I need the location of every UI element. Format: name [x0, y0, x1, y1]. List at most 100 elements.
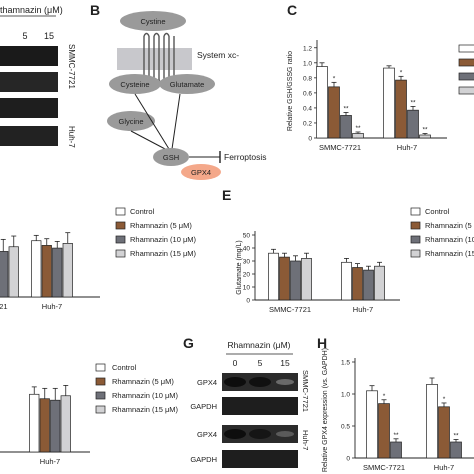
bar	[8, 246, 19, 298]
node-gpx4	[181, 164, 221, 180]
legend-c-swatch-5	[458, 58, 474, 67]
legend-d-label-15: Rhamnazin (15 μM)	[130, 249, 197, 258]
y-tick-label: 1.5	[341, 360, 350, 367]
bar	[407, 109, 419, 139]
bar	[328, 86, 340, 139]
node-cystine	[120, 11, 186, 31]
y-axis-label: Relative GSH/GSSG ratio	[287, 51, 294, 131]
bar	[374, 265, 385, 301]
significance-mark: **	[343, 105, 349, 112]
category-label: Huh-7	[397, 143, 417, 152]
blot-g-band	[249, 377, 271, 387]
node-gpx4-label: GPX4	[191, 168, 211, 177]
blot-g-cellline-1: SMMC-7721	[301, 370, 310, 412]
node-gsh-label: GSH	[163, 153, 179, 162]
blot-a-cellline-2: Huh-7	[67, 126, 76, 148]
bar	[352, 133, 364, 139]
legend-e-swatch-15	[410, 249, 421, 258]
panel-letter-b: B	[90, 2, 100, 18]
bar	[50, 399, 61, 453]
category-label: -7721	[0, 302, 8, 311]
legend-c	[458, 44, 474, 95]
chart-h-gpx4-expression: 0 0.5 1.0 1.5 Relative GPX4 expression (vs. …	[322, 348, 474, 472]
legend-c-swatch-control	[458, 44, 474, 53]
transporter-helices	[143, 36, 175, 80]
node-cysteine	[109, 74, 161, 94]
significance-mark: *	[333, 75, 336, 82]
blot-g-dose-0: 0	[233, 358, 238, 368]
bar	[39, 398, 50, 453]
legend-d: Control Rhamnazin (5 μM) Rhamnazin (10 μ…	[115, 207, 197, 258]
blot-g-band	[276, 379, 294, 385]
significance-mark: *	[443, 396, 446, 403]
category-label: SMMC-7721	[269, 305, 311, 314]
blot-a-dose-5: 5	[22, 31, 27, 41]
chart-f-partial: Huh-7	[0, 384, 90, 466]
bar	[29, 393, 40, 453]
node-glutamate	[159, 74, 215, 94]
blot-g-row-2	[222, 397, 298, 415]
chart-c-gsh-ratio: 0 0.2 0.4 0.6 0.8 1.0 1.2 Relative GSH/GSSG rat…	[287, 40, 447, 152]
bar	[378, 403, 390, 459]
legend-d-swatch-10	[115, 235, 126, 244]
legend-c-swatch-10	[458, 72, 474, 81]
significance-mark: *	[383, 393, 386, 400]
panel-g-blot: Rhamnazin (μM) 0 5 15 GPX4 GAPDH GPX4 GA…	[190, 340, 310, 468]
bar	[0, 251, 9, 298]
y-axis-label: Glutamate (mg/L)	[236, 240, 243, 294]
category-label: Huh-7	[434, 463, 454, 472]
y-tick-label: 50	[243, 233, 251, 240]
legend-d-label-10: Rhamnazin (10 μM)	[130, 235, 197, 244]
blot-a-band-row-2	[0, 72, 58, 92]
blot-g-band	[224, 377, 246, 387]
legend-f-swatch-control	[95, 363, 106, 372]
panel-b-diagram: B Cystine System xc- Cysteine Glutamate …	[90, 2, 267, 180]
bar	[290, 260, 301, 301]
blot-g-cellline-2: Huh-7	[301, 430, 310, 450]
significance-mark: **	[410, 99, 416, 106]
y-tick-label: 1.0	[303, 60, 312, 67]
category-label: SMMC-7721	[319, 143, 361, 152]
blot-g-row-4-label: GAPDH	[190, 455, 217, 464]
panel-letter-g: G	[183, 335, 194, 351]
legend-d-swatch-control	[115, 207, 126, 216]
category-label: SMMC-7721	[363, 463, 405, 472]
legend-d-swatch-15	[115, 249, 126, 258]
significance-mark: **	[453, 432, 459, 439]
blot-g-row-2-label: GAPDH	[190, 402, 217, 411]
legend-f: Control Rhamnazin (5 μM) Rhamnazin (10 μ…	[95, 363, 179, 414]
y-tick-label: 1.2	[303, 45, 312, 52]
bar	[340, 115, 352, 139]
category-label: Huh-7	[40, 457, 60, 466]
bar	[390, 441, 402, 459]
node-gsh	[153, 148, 189, 166]
blot-g-band	[276, 431, 294, 437]
bar	[341, 261, 352, 301]
bar	[383, 67, 395, 139]
bar	[52, 247, 63, 298]
panel-a-blot: thamnazin (μM) 5 15 SMMC-7721 Huh-7	[0, 5, 76, 148]
legend-e-label-5: Rhamnazin (5	[425, 221, 472, 230]
y-tick-label: 0.4	[303, 105, 312, 112]
blot-a-cellline-1: SMMC-7721	[67, 44, 76, 89]
blot-g-dose-15: 15	[280, 358, 290, 368]
y-tick-label: 40	[243, 246, 251, 253]
significance-mark: **	[355, 125, 361, 132]
legend-e-label-15: Rhamnazin (15	[425, 249, 474, 258]
y-tick-label: 0	[346, 456, 350, 463]
significance-mark: **	[422, 126, 428, 133]
bar	[450, 441, 462, 459]
panel-letter-h: H	[317, 335, 327, 351]
y-tick-label: 0.8	[303, 75, 312, 82]
legend-f-swatch-15	[95, 405, 106, 414]
bar	[395, 79, 407, 139]
y-tick-label: 0	[246, 298, 250, 305]
bar	[268, 252, 279, 301]
edge-glycine-gsh	[130, 130, 168, 151]
node-glycine	[107, 111, 155, 131]
blot-g-row-3-label: GPX4	[197, 430, 217, 439]
legend-e: Control Rhamnazin (5 Rhamnazin (10 Rhamn…	[410, 207, 474, 258]
node-glutamate-label: Glutamate	[170, 80, 205, 89]
